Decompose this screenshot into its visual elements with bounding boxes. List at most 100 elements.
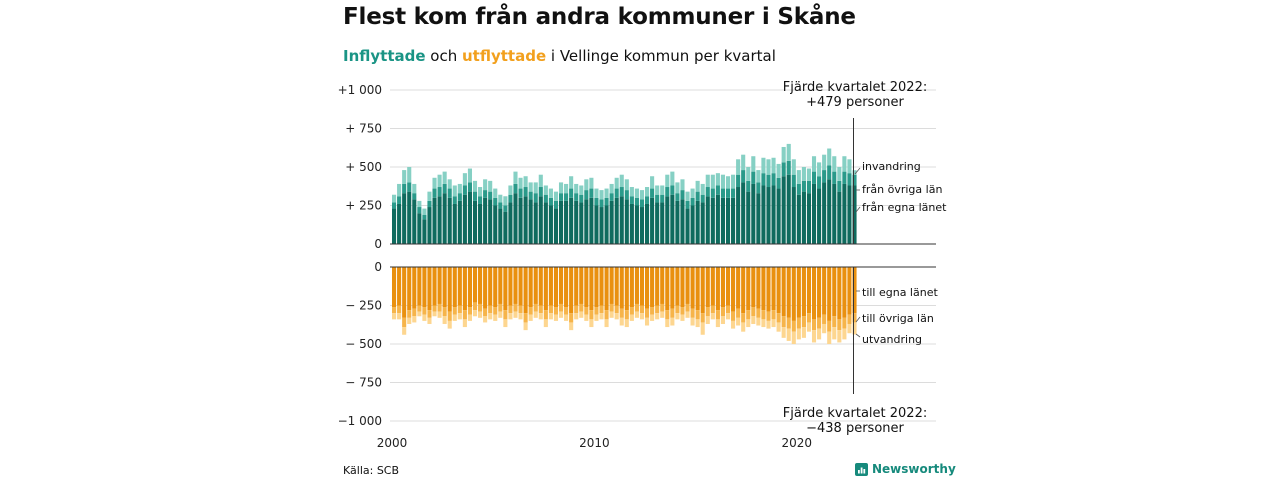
outflow-bar-segment [589, 310, 594, 320]
inflow-bar-segment [397, 196, 402, 204]
inflow-bar-segment [710, 188, 715, 198]
inflow-bar-segment [528, 191, 533, 200]
inflow-bar-segment [397, 203, 402, 244]
inflow-bar-segment [771, 185, 776, 244]
outflow-bar-segment [412, 267, 417, 309]
outflow-bar-segment [670, 308, 675, 318]
inflow-bar-segment [827, 148, 832, 166]
outflow-bar-segment [397, 267, 402, 306]
inflow-bar-segment [771, 173, 776, 186]
inflow-bar-segment [538, 187, 543, 197]
inflow-bar-segment [741, 154, 746, 171]
inflow-bar-segment [407, 182, 412, 192]
inflow-bar-segment [467, 191, 472, 244]
inflow-bar-segment [472, 191, 478, 201]
inflow-bar-segment [634, 197, 639, 206]
inflow-bar-segment [417, 207, 422, 214]
inflow-bar-segment [498, 208, 503, 244]
inflow-bar-segment [558, 193, 564, 201]
outflow-bar-segment [432, 311, 437, 317]
label-fran-egna-lanet: från egna länet [862, 201, 947, 214]
inflow-bar-segment [543, 202, 548, 244]
outflow-bar-segment [604, 319, 609, 328]
outflow-bar-segment [457, 313, 462, 320]
outflow-bar-segment [478, 303, 483, 312]
inflow-bar-segment [614, 197, 619, 244]
inflow-bar-segment [488, 199, 493, 244]
outflow-bar-segment [488, 267, 493, 306]
inflow-bar-segment [746, 191, 751, 244]
outflow-bar-segment [402, 327, 407, 335]
outflow-bar-segment [604, 310, 609, 320]
bottom-y-tick-label: 0 [374, 260, 382, 274]
chart-title: Flest kom från andra kommuner i Skåne [343, 4, 856, 30]
outflow-bar-segment [842, 267, 847, 318]
outflow-bar-segment [801, 327, 806, 338]
outflow-bar-segment [675, 305, 680, 314]
outflow-bar-segment [442, 307, 447, 317]
inflow-bar-segment [392, 208, 397, 244]
outflow-bar-segment [695, 319, 700, 328]
outflow-bar-segment [508, 305, 513, 314]
inflow-bar-segment [533, 193, 538, 203]
inflow-bar-segment [781, 146, 786, 163]
outflow-bar-segment [695, 310, 700, 320]
outflow-bar-segment [629, 307, 634, 315]
inflow-bar-segment [736, 187, 741, 244]
inflow-bar-segment [493, 205, 498, 244]
inflow-bar-segment [675, 193, 680, 201]
inflow-bar-segment [751, 156, 756, 172]
inflow-bar-segment [801, 191, 806, 244]
inflow-bar-segment [483, 179, 488, 191]
outflow-bar-segment [847, 314, 852, 324]
inflow-bar-segment [715, 173, 720, 186]
inflow-bar-segment [412, 183, 417, 194]
inflow-bar-segment [817, 162, 822, 177]
x-tick-label: 2010 [579, 436, 610, 450]
outflow-bar-segment [746, 310, 751, 320]
outflow-bar-segment [690, 267, 695, 309]
outflow-bar-segment [645, 308, 650, 318]
outflow-bar-segment [827, 331, 832, 344]
inflow-bar-segment [513, 171, 518, 184]
top-y-tick-label: + 500 [345, 160, 382, 174]
inflow-bar-segment [771, 157, 776, 174]
outflow-bar-segment [685, 303, 690, 312]
outflow-bar-segment [548, 267, 553, 306]
outflow-bar-segment [437, 303, 442, 312]
subtitle-outflow-word: utflyttade [462, 47, 547, 65]
inflow-bar-segment [432, 188, 437, 198]
outflow-bar-segment [756, 317, 761, 326]
inflow-bar-segment [437, 174, 442, 188]
outflow-bar-segment [422, 307, 427, 315]
inflow-bar-segment [467, 182, 472, 192]
outflow-bar-segment [548, 305, 553, 314]
outflow-bar-segment [467, 267, 472, 308]
inflow-bar-segment [741, 182, 746, 244]
outflow-bar-segment [811, 319, 817, 331]
outflow-bar-segment [427, 267, 432, 311]
source-note: Källa: SCB [343, 464, 400, 477]
outflow-bar-segment [705, 267, 710, 308]
outflow-bar-segment [786, 317, 791, 329]
inflow-bar-segment [690, 197, 695, 206]
inflow-bar-segment [634, 188, 639, 198]
outflow-bar-segment [493, 307, 498, 315]
inflow-bar-segment [523, 176, 528, 188]
inflow-bar-segment [533, 182, 538, 194]
inflow-bar-segment [837, 167, 842, 181]
inflow-bar-segment [827, 179, 832, 244]
outflow-bar-segment [847, 323, 852, 334]
outflow-bar-segment [472, 310, 478, 317]
inflow-bar-segment [412, 193, 417, 200]
top-y-tick-label: 0 [374, 237, 382, 251]
outflow-bar-segment [685, 267, 690, 304]
inflow-bar-segment [508, 194, 513, 203]
inflow-bar-segment [655, 194, 660, 203]
outflow-bar-segment [538, 305, 543, 314]
inflow-bar-segment [705, 196, 710, 244]
subtitle-and-word: och [425, 47, 462, 65]
outflow-bar-segment [675, 313, 680, 320]
inflow-bar-segment [624, 190, 629, 200]
outflow-bar-segment [553, 267, 559, 308]
